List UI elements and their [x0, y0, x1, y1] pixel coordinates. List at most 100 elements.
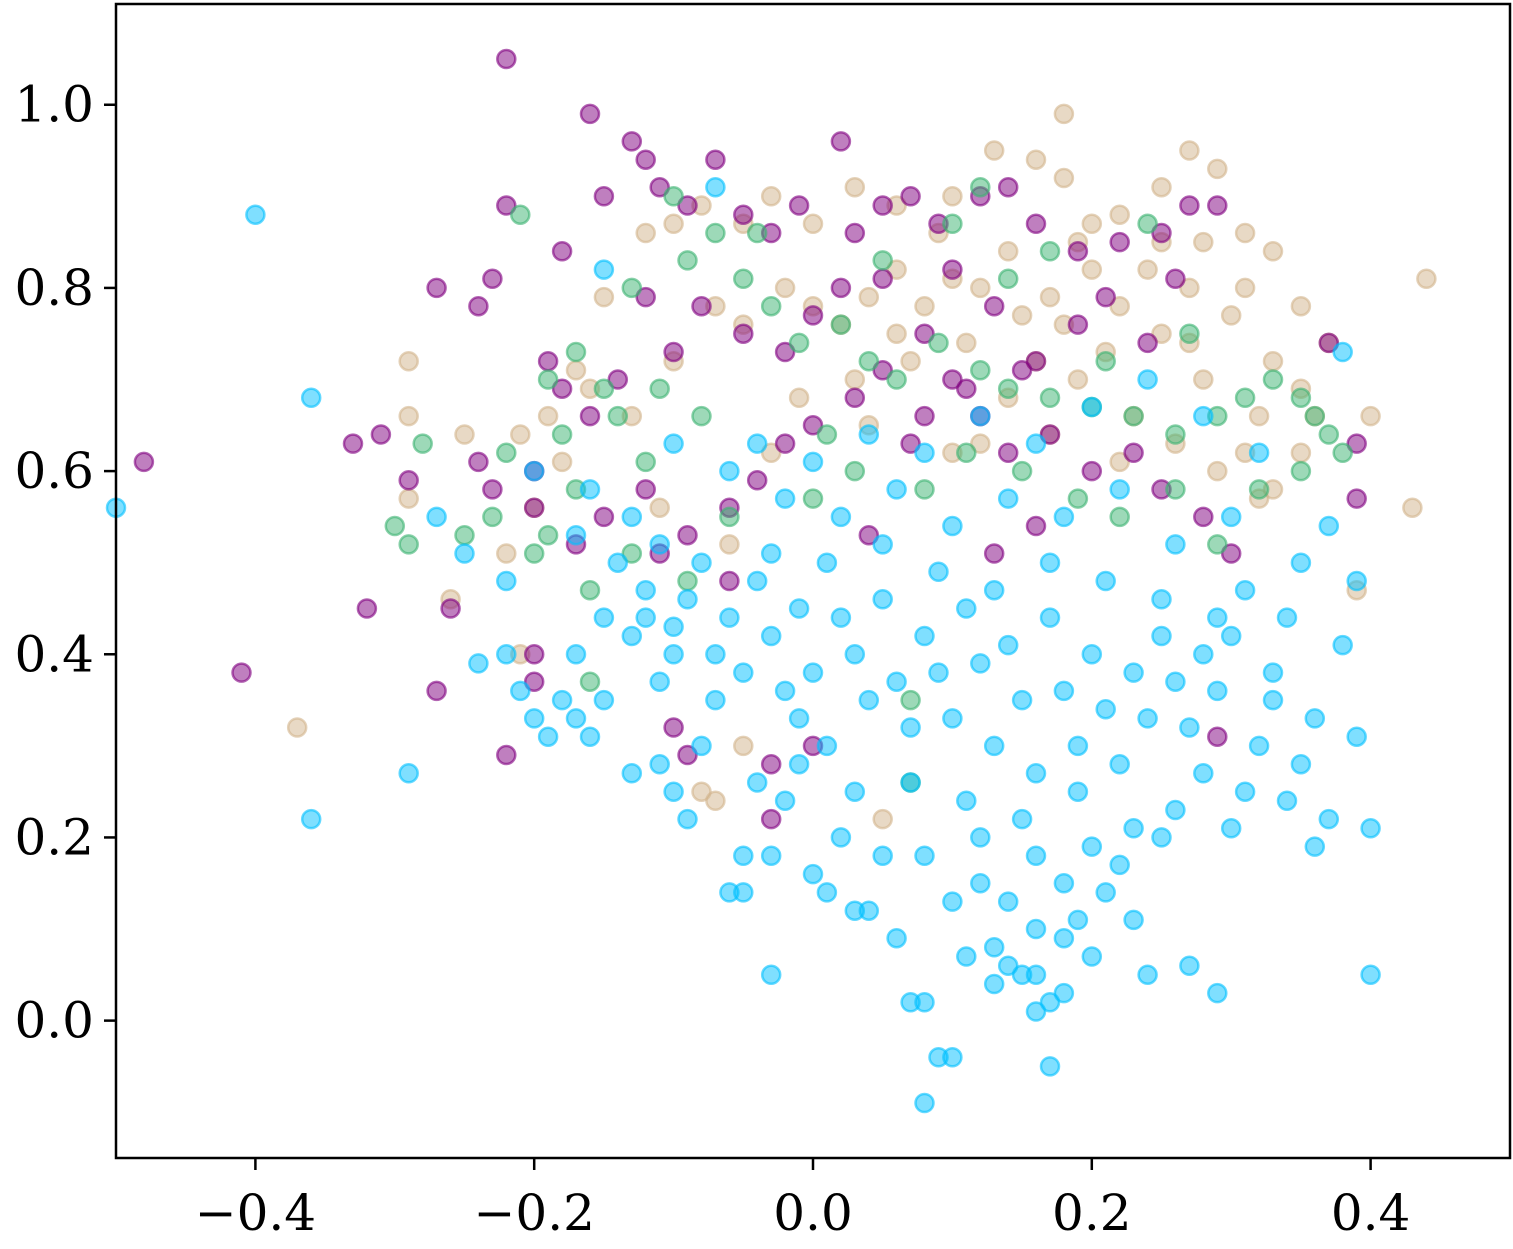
series-3-point-160: [970, 405, 991, 427]
series-2-point-8: [537, 369, 559, 390]
series-3-point-63: [1053, 982, 1075, 1004]
series-1-point-87: [983, 543, 1005, 564]
series-3-point-39: [802, 863, 824, 885]
series-3-point-89: [1346, 570, 1367, 592]
series-3-point-99: [1179, 717, 1200, 738]
series-0-point-0: [286, 717, 308, 738]
series-3-point-73: [1179, 955, 1200, 976]
series-2-point-48: [677, 570, 698, 592]
series-1-point-22: [593, 186, 615, 207]
series-1-point-67: [677, 524, 698, 546]
series-3-point-54: [983, 973, 1005, 995]
series-3-point-82: [1304, 708, 1326, 729]
series-3-point-141: [593, 607, 615, 628]
series-3-point-108: [1053, 680, 1075, 702]
series-1-point-26: [677, 195, 698, 216]
series-3-point-87: [1360, 818, 1381, 839]
series-0-point-85: [1262, 350, 1284, 372]
series-1-point-62: [551, 378, 573, 399]
series-1-point-98: [942, 369, 963, 390]
series-3-point-97: [1207, 680, 1228, 702]
series-1-point-77: [1039, 424, 1061, 445]
series-2-point-64: [816, 424, 838, 445]
series-3-point-51: [942, 891, 963, 912]
series-2-point-57: [1109, 506, 1130, 528]
series-3-point-121: [872, 589, 893, 610]
series-1-point-90: [719, 570, 740, 592]
series-3-point-43: [858, 900, 880, 921]
series-3-point-32: [733, 882, 754, 903]
series-3-point-52: [956, 946, 977, 967]
series-3-point-65: [1067, 909, 1089, 931]
series-3-point-41: [830, 827, 852, 848]
series-3-point-166: [928, 561, 949, 583]
series-0-point-39: [1193, 369, 1214, 390]
series-3-point-55: [983, 937, 1005, 958]
series-0-point-12: [663, 213, 684, 235]
series-0-point-24: [1081, 213, 1103, 235]
series-3-point-163: [802, 451, 824, 473]
series-1-point-50: [942, 259, 963, 280]
series-3-point-75: [1207, 982, 1228, 1004]
series-3-point-91: [1318, 515, 1340, 537]
series-3-point-72: [1165, 799, 1186, 821]
series-1-point-10: [468, 295, 489, 317]
series-1-point-3: [356, 598, 378, 619]
series-0-point-79: [900, 350, 921, 372]
series-2-point-29: [1123, 405, 1144, 427]
series-1-point-47: [1067, 314, 1089, 335]
series-3-point-135: [677, 589, 698, 610]
series-3-point-26: [663, 644, 684, 665]
series-2-point-20: [788, 332, 810, 354]
series-1-point-43: [1207, 195, 1228, 216]
series-3-point-153: [1165, 534, 1186, 555]
series-3-point-167: [983, 579, 1005, 601]
x-tick-label: −0.4: [195, 1184, 316, 1242]
series-1-point-61: [579, 405, 601, 427]
series-0-point-48: [886, 259, 907, 280]
series-3-point-169: [1095, 570, 1116, 592]
series-1-point-84: [1346, 433, 1367, 454]
series-3-point-129: [760, 625, 782, 647]
series-0-point-31: [1290, 295, 1312, 317]
series-2-point-19: [760, 295, 782, 317]
series-3-point-106: [1081, 644, 1103, 665]
series-1-point-97: [900, 433, 921, 454]
x-tick-label: 0.0: [773, 1184, 853, 1242]
series-0-point-6: [510, 424, 531, 445]
series-1-point-85: [1346, 488, 1367, 509]
series-3-point-182: [1025, 845, 1047, 867]
series-2-point-55: [1011, 460, 1033, 482]
series-1-point-81: [1193, 506, 1214, 528]
series-2-point-42: [1137, 213, 1158, 235]
series-0-point-43: [1039, 286, 1061, 308]
series-3-point-50: [942, 1047, 963, 1068]
series-1-point-53: [830, 277, 852, 299]
series-3-point-67: [1095, 882, 1116, 903]
series-1-point-79: [1123, 442, 1144, 464]
series-3-point-114: [970, 653, 991, 674]
series-0-point-65: [733, 735, 754, 757]
series-3-point-29: [705, 689, 726, 711]
series-0-point-47: [914, 295, 935, 317]
series-3-point-15: [565, 708, 587, 729]
series-1-point-12: [482, 268, 503, 290]
series-3-point-94: [1262, 662, 1284, 683]
series-3-point-130: [746, 570, 768, 592]
series-2-point-0: [384, 515, 406, 537]
series-2-point-2: [412, 433, 433, 454]
series-1-point-46: [1095, 286, 1116, 308]
series-3-point-7: [468, 653, 489, 674]
series-1-point-52: [872, 268, 893, 290]
series-1-point-65: [593, 506, 615, 528]
series-0: [286, 103, 1437, 830]
series-1-point-100: [1011, 360, 1033, 381]
series-1-point-40: [1109, 231, 1130, 253]
series-2-point-24: [928, 332, 949, 354]
series-1-point-20: [551, 241, 573, 262]
series-3-point-76: [1220, 818, 1242, 839]
series-1-point-55: [774, 341, 796, 363]
series-3-point-77: [1234, 781, 1256, 802]
series-2-point-58: [1165, 479, 1186, 500]
